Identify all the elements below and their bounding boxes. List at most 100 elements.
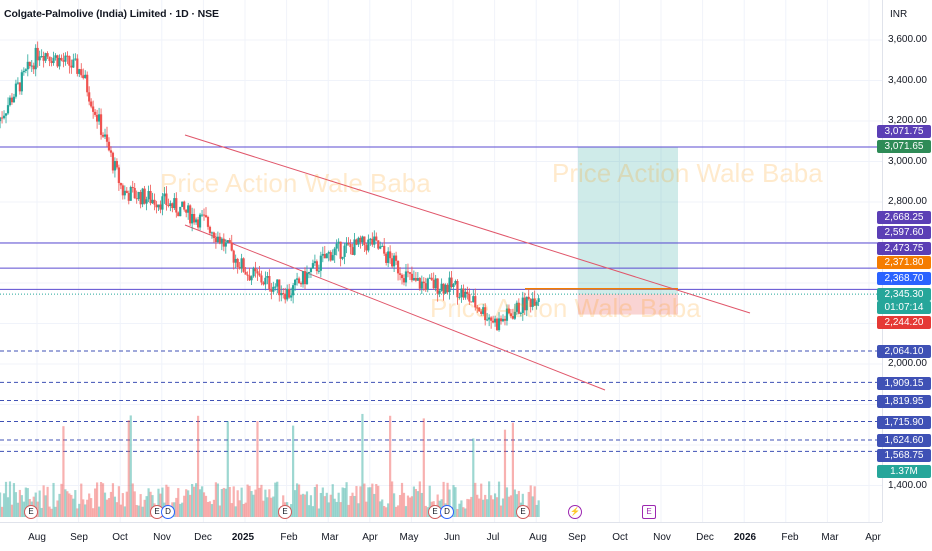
candle-body bbox=[165, 193, 168, 206]
candle-body bbox=[402, 278, 406, 283]
time-tick-label: Nov bbox=[653, 532, 671, 543]
price-badge: 1,715.90 bbox=[877, 416, 931, 429]
candle-body bbox=[454, 280, 457, 284]
candle-body bbox=[145, 199, 148, 204]
volume-bar bbox=[507, 496, 511, 517]
candle-body bbox=[311, 263, 315, 269]
volume-bar bbox=[0, 506, 4, 517]
volume-bar bbox=[295, 483, 299, 517]
volume-bar bbox=[111, 483, 115, 517]
candle-body bbox=[470, 301, 473, 303]
candle-body bbox=[446, 284, 449, 293]
dividend-marker[interactable]: D bbox=[440, 505, 454, 519]
candle-body bbox=[195, 219, 198, 223]
volume-bar bbox=[402, 492, 406, 517]
volume-bar bbox=[492, 499, 495, 517]
volume-bar bbox=[396, 505, 400, 517]
volume-bar bbox=[266, 497, 269, 517]
time-tick-label: Apr bbox=[362, 532, 378, 543]
candle-body bbox=[393, 255, 396, 267]
candle-body bbox=[167, 205, 170, 207]
candle-body bbox=[438, 290, 441, 294]
volume-bar bbox=[385, 507, 388, 517]
volume-bar bbox=[383, 505, 386, 517]
candle-body bbox=[232, 250, 235, 263]
candle-body bbox=[72, 59, 75, 68]
candle-body bbox=[171, 203, 174, 209]
time-tick-label: Jun bbox=[443, 532, 461, 543]
volume-bar bbox=[210, 504, 214, 517]
time-axis[interactable] bbox=[0, 522, 882, 551]
candle-body bbox=[74, 58, 77, 60]
candle-body bbox=[432, 279, 435, 289]
volume-bar bbox=[193, 486, 196, 517]
volume-bar bbox=[428, 485, 431, 517]
candle-body bbox=[353, 239, 356, 255]
volume-bar bbox=[250, 491, 253, 517]
candle-body bbox=[363, 236, 366, 246]
candle-body bbox=[111, 152, 115, 171]
candle-body bbox=[486, 319, 489, 321]
volume-bar bbox=[12, 483, 16, 517]
candle-body bbox=[523, 297, 526, 311]
symbol-title[interactable]: Colgate-Palmolive (India) Limited · 1D ·… bbox=[4, 8, 219, 20]
candle-body bbox=[191, 213, 194, 224]
earnings-marker[interactable]: E bbox=[516, 505, 530, 519]
volume-bar bbox=[6, 497, 10, 517]
time-tick-label: Feb bbox=[280, 532, 298, 543]
volume-bar bbox=[72, 498, 75, 517]
earnings-marker[interactable]: E bbox=[24, 505, 38, 519]
volume-bar bbox=[62, 426, 65, 517]
candle-body bbox=[286, 288, 289, 300]
candle-body bbox=[56, 55, 59, 67]
candle-body bbox=[387, 251, 390, 263]
candle-body bbox=[373, 236, 376, 245]
candle-body bbox=[157, 204, 160, 208]
position-target-zone bbox=[578, 146, 678, 295]
candle-body bbox=[288, 288, 291, 298]
price-chart-pane[interactable] bbox=[0, 0, 882, 522]
volume-bar bbox=[88, 493, 91, 517]
volume-bar bbox=[54, 506, 57, 517]
candle-body bbox=[351, 247, 354, 255]
volume-bar bbox=[462, 507, 465, 517]
candle-body bbox=[299, 283, 303, 285]
price-badge: 2,244.20 bbox=[877, 316, 931, 329]
dividend-marker[interactable]: D bbox=[161, 505, 175, 519]
volume-bar bbox=[204, 495, 208, 517]
volume-bar bbox=[474, 482, 477, 517]
candle-body bbox=[109, 150, 113, 153]
earnings-marker[interactable]: E bbox=[278, 505, 292, 519]
volume-bar bbox=[301, 493, 305, 517]
volume-bar bbox=[361, 413, 364, 517]
volume-bar bbox=[325, 492, 328, 517]
volume-bar bbox=[535, 504, 538, 517]
volume-bar bbox=[200, 486, 204, 517]
candle-body bbox=[436, 278, 439, 294]
candle-body bbox=[206, 217, 210, 227]
candle-body bbox=[52, 57, 55, 64]
candle-body bbox=[246, 274, 249, 276]
volume-bar bbox=[355, 486, 358, 517]
time-tick-label: 2025 bbox=[231, 532, 255, 543]
candle-body bbox=[476, 307, 479, 309]
candle-body bbox=[46, 53, 49, 57]
candle-body bbox=[22, 70, 25, 73]
volume-bar bbox=[127, 420, 130, 517]
volume-bar bbox=[137, 505, 140, 517]
volume-bar bbox=[418, 481, 421, 517]
candle-body bbox=[181, 201, 184, 207]
candle-body bbox=[179, 206, 182, 217]
candle-body bbox=[58, 57, 61, 67]
candle-body bbox=[529, 299, 532, 307]
candle-body bbox=[361, 236, 364, 243]
candle-body bbox=[301, 271, 305, 285]
candle-body bbox=[42, 56, 45, 61]
candle-body bbox=[345, 243, 348, 246]
earnings-marker[interactable]: E bbox=[642, 505, 656, 519]
volume-bar bbox=[377, 485, 380, 517]
candle-body bbox=[117, 167, 120, 184]
candle-body bbox=[66, 55, 69, 57]
split-event-icon[interactable]: ⚡ bbox=[568, 505, 582, 519]
candle-body bbox=[468, 294, 471, 302]
